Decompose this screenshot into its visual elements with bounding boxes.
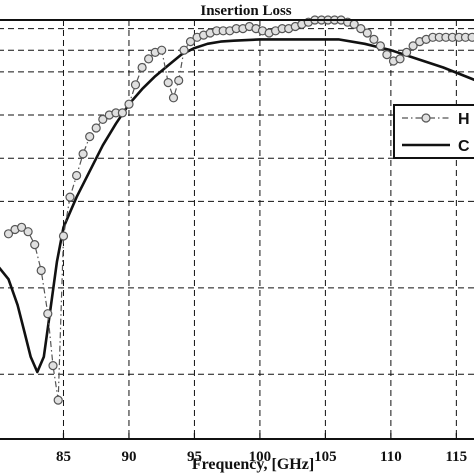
x-tick-label: 95 — [187, 449, 202, 465]
series-c-line — [0, 38, 474, 374]
series-h-point — [3, 229, 14, 239]
series-h-point — [157, 45, 167, 55]
x-tick-label: 115 — [446, 449, 468, 465]
x-tick-label: 90 — [121, 449, 136, 465]
series-h-point — [48, 361, 58, 371]
series-h-point — [53, 395, 63, 405]
series-h-point — [163, 77, 173, 88]
chart-title: Insertion Loss — [200, 3, 291, 19]
tick-layer: 85 90 95 100 105 110 115 — [56, 433, 467, 465]
series-h-point — [43, 309, 53, 319]
x-axis-label: Frequency, [GHz] — [192, 456, 314, 473]
x-tick-label: 110 — [380, 449, 402, 465]
series-h-point — [467, 32, 474, 42]
series-h-point — [98, 114, 108, 125]
series-h-point — [395, 54, 405, 64]
x-tick-label: 85 — [56, 449, 71, 465]
series-h-point — [179, 45, 189, 55]
legend-label-c: C — [458, 138, 470, 155]
series-h-point — [23, 227, 33, 237]
series-h-point — [408, 41, 418, 51]
series-h-point — [85, 132, 95, 142]
legend-marker-h — [421, 113, 431, 123]
series-layer — [0, 15, 474, 405]
series-h-point — [174, 75, 184, 86]
series-h-point — [65, 192, 75, 202]
series-h-point — [382, 49, 392, 60]
series-h-point — [130, 80, 141, 90]
series-h-point — [362, 28, 372, 38]
series-h-point — [356, 24, 366, 34]
series-h-point — [402, 47, 412, 58]
series-h-point — [30, 240, 40, 250]
series-h-point — [185, 36, 196, 47]
series-h-point — [58, 231, 69, 241]
legend-box — [393, 104, 474, 159]
legend-label-h: H — [458, 111, 470, 128]
series-h-point — [369, 34, 379, 45]
series-h-point — [137, 62, 147, 73]
series-h-point — [124, 99, 134, 109]
x-tick-label: 100 — [249, 449, 272, 465]
series-h-point — [117, 108, 128, 118]
series-h-point — [91, 123, 101, 133]
series-h-point — [375, 41, 385, 51]
series-h-point — [36, 265, 46, 276]
series-h-point — [168, 93, 179, 103]
legend: H C — [393, 104, 474, 159]
x-tick-label: 105 — [314, 449, 337, 465]
series-h-point — [71, 170, 82, 181]
series-h-point — [144, 54, 154, 64]
plot-frame — [0, 19, 474, 440]
series-h-point — [78, 149, 88, 159]
series-h-point — [17, 222, 27, 232]
